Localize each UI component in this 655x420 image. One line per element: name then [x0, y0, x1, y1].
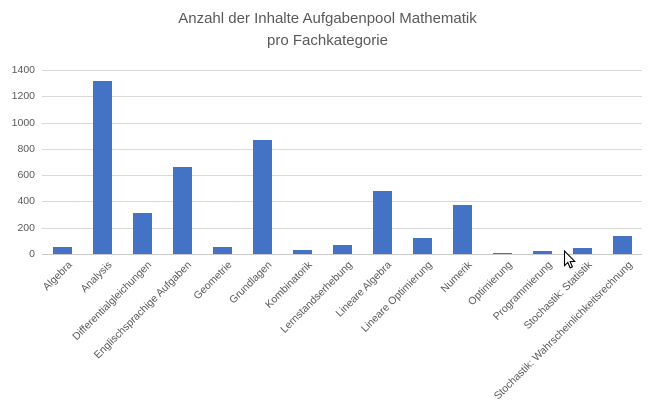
- x-tick-label: Stochastik: Statistik: [521, 259, 595, 332]
- mouse-cursor-icon: [563, 250, 576, 269]
- chart-title-line2: pro Fachkategorie: [267, 32, 388, 49]
- y-tick-label-1000: 1000: [11, 116, 35, 129]
- bar-algebra[interactable]: [52, 247, 72, 254]
- bar-grundlagen[interactable]: [252, 139, 272, 254]
- bar-optimierung[interactable]: [492, 252, 512, 254]
- x-tick-label: Analysis: [78, 259, 115, 296]
- y-tick-label-800: 800: [17, 142, 35, 155]
- gridline-800: [42, 148, 642, 150]
- y-tick-label-600: 600: [17, 169, 35, 182]
- bar-lineare-algebra[interactable]: [372, 190, 392, 254]
- y-tick-label-200: 200: [17, 221, 35, 234]
- bar-stochastik-statistik[interactable]: [572, 248, 592, 254]
- bar-lernstandserhebung[interactable]: [332, 244, 352, 254]
- chart-title-line1: Anzahl der Inhalte Aufgabenpool Mathemat…: [178, 10, 477, 27]
- bar-geometrie[interactable]: [212, 246, 232, 254]
- bar-kombinatorik[interactable]: [292, 250, 312, 254]
- gridline-1400: [42, 70, 642, 71]
- y-tick-label-1200: 1200: [11, 90, 35, 103]
- bar-analysis[interactable]: [92, 81, 112, 254]
- x-tick-label: Numerik: [438, 259, 475, 296]
- chart-title: Anzahl der Inhalte Aufgabenpool Mathemat…: [0, 8, 655, 52]
- bar-stochastik-wahrscheinlichkeitsrechnung[interactable]: [612, 236, 632, 254]
- gridline-1000: [42, 122, 642, 124]
- bar-programmierung[interactable]: [532, 251, 552, 254]
- bar-differentialgleichungen[interactable]: [132, 213, 152, 254]
- x-tick-label: Algebra: [40, 259, 75, 294]
- x-axis-line: [42, 254, 642, 255]
- gridline-200: [42, 227, 642, 229]
- bar-englischsprachige-aufgaben[interactable]: [172, 166, 192, 254]
- gridline-1200: [42, 96, 642, 98]
- gridline-400: [42, 201, 642, 203]
- bar-lineare-optimierung[interactable]: [412, 238, 432, 254]
- bar-numerik[interactable]: [452, 204, 472, 254]
- x-tick-label: Lineare Optimierung: [358, 259, 435, 335]
- y-tick-label-0: 0: [29, 248, 35, 260]
- gridline-600: [42, 175, 642, 177]
- y-tick-label-400: 400: [17, 195, 35, 208]
- y-tick-label-1400: 1400: [11, 64, 35, 76]
- x-tick-label: Lernstandserhebung: [277, 259, 355, 336]
